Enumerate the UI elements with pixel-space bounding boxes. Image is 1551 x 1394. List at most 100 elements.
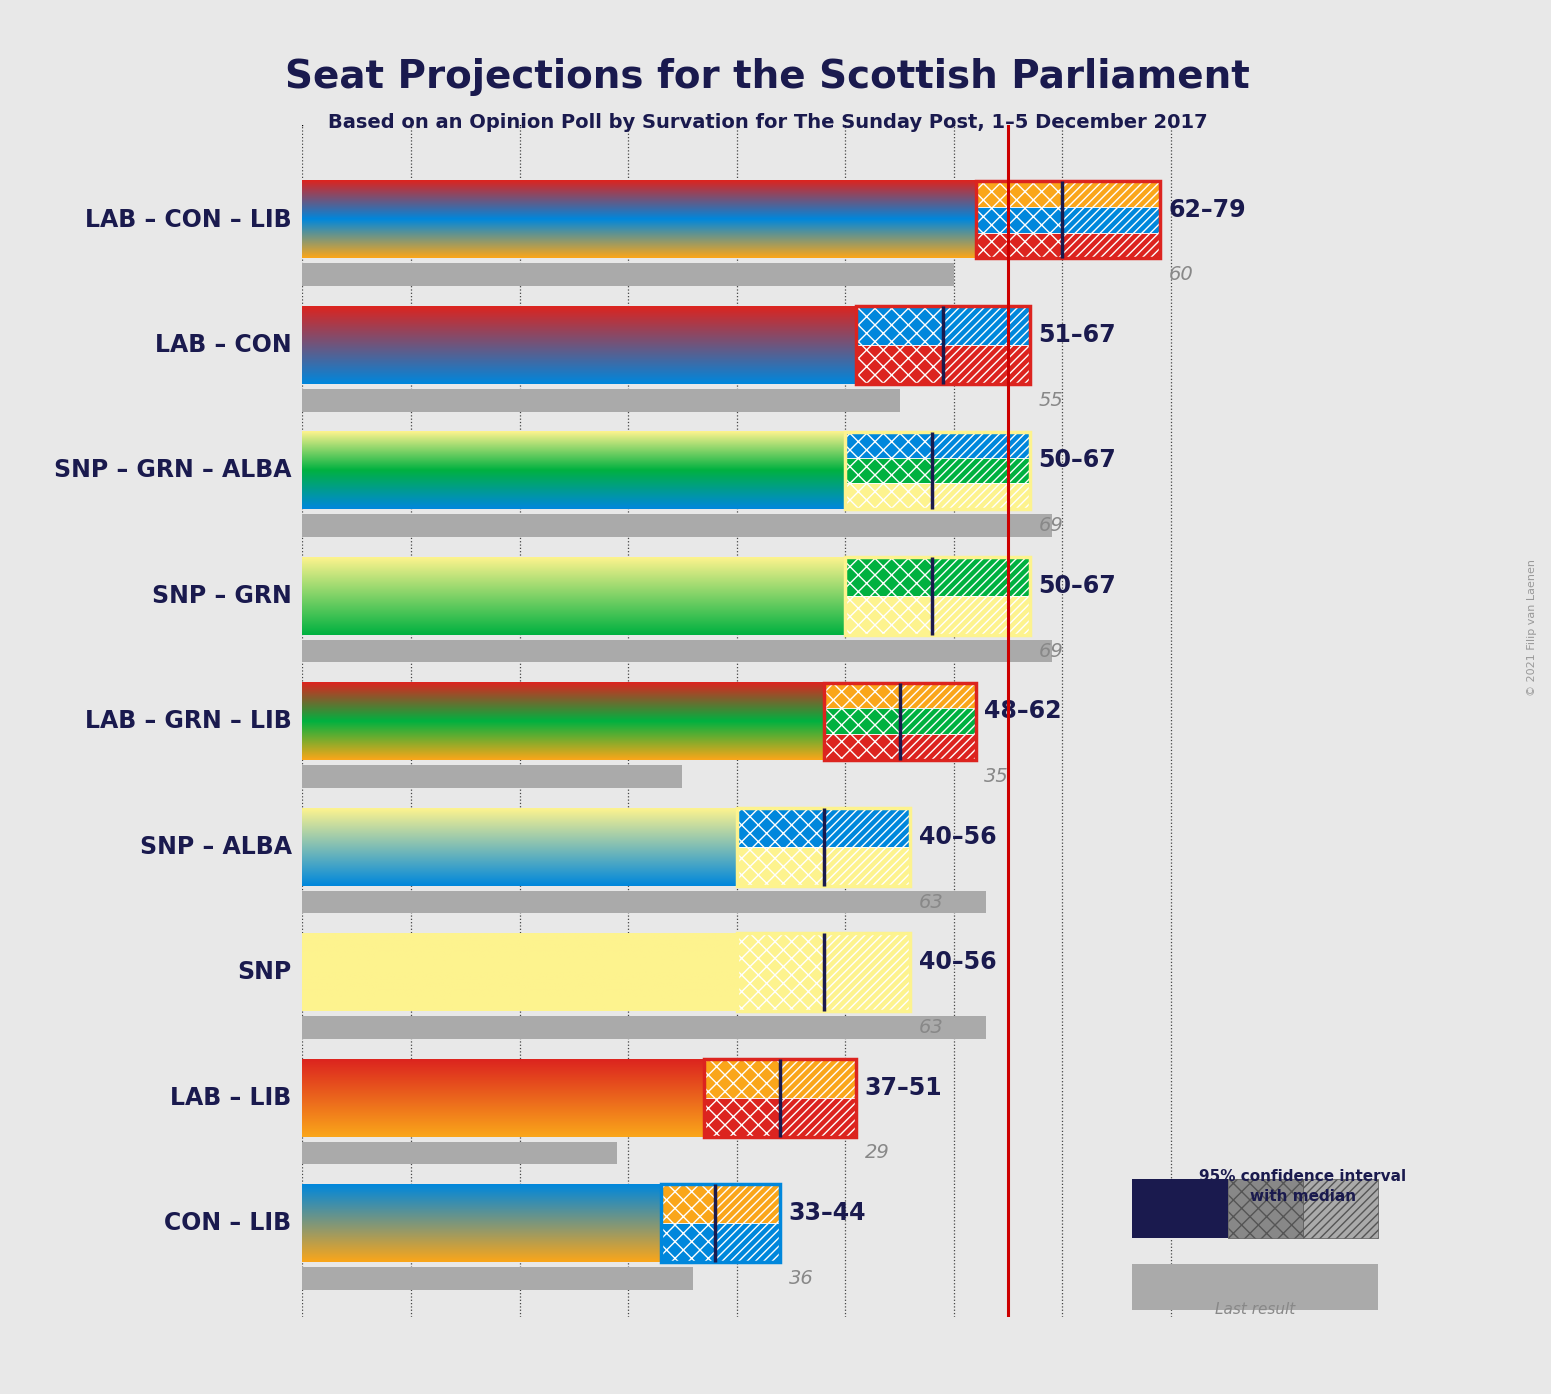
Bar — [780, 1059, 856, 1098]
Bar — [932, 457, 1030, 484]
Text: 29: 29 — [865, 1143, 890, 1163]
Bar — [1062, 181, 1160, 206]
Text: 50–67: 50–67 — [1039, 574, 1117, 598]
Bar — [715, 1224, 780, 1262]
Text: LAB – LIB: LAB – LIB — [171, 1086, 292, 1110]
Text: SNP: SNP — [237, 960, 292, 984]
Bar — [856, 307, 1030, 383]
Text: 55: 55 — [1039, 390, 1064, 410]
Bar — [1132, 1263, 1377, 1310]
Bar — [737, 934, 910, 1011]
Bar — [302, 640, 1052, 662]
Bar — [900, 683, 976, 708]
Bar — [661, 1224, 715, 1262]
Bar — [900, 708, 976, 735]
Bar — [932, 484, 1030, 509]
Bar — [661, 1224, 715, 1262]
Bar — [824, 809, 910, 846]
Bar — [704, 1059, 780, 1098]
Bar — [845, 432, 932, 457]
Bar — [824, 934, 910, 1011]
Text: 62–79: 62–79 — [1169, 198, 1247, 222]
Text: 63: 63 — [920, 892, 945, 912]
Bar — [932, 597, 1030, 634]
Bar — [704, 1098, 780, 1136]
Bar — [845, 558, 1030, 634]
Bar — [302, 389, 900, 411]
Bar — [845, 597, 932, 634]
Bar — [900, 735, 976, 760]
Bar — [845, 484, 932, 509]
Bar — [1062, 181, 1160, 206]
Text: 48–62: 48–62 — [985, 700, 1062, 723]
Bar — [715, 1185, 780, 1224]
Bar — [661, 1185, 780, 1262]
Text: 33–44: 33–44 — [789, 1202, 867, 1225]
Bar — [780, 1098, 856, 1136]
Text: LAB – CON: LAB – CON — [155, 333, 292, 357]
Bar — [715, 1185, 780, 1224]
Bar — [900, 708, 976, 735]
Text: LAB – GRN – LIB: LAB – GRN – LIB — [85, 710, 292, 733]
Bar — [943, 307, 1030, 346]
Bar — [737, 809, 824, 846]
Text: 69: 69 — [1039, 641, 1064, 661]
Bar — [856, 307, 943, 346]
Bar — [737, 809, 824, 846]
Bar — [780, 1059, 856, 1098]
Bar — [780, 1098, 856, 1136]
Text: 37–51: 37–51 — [865, 1076, 943, 1100]
Bar — [1062, 206, 1160, 233]
Bar — [900, 735, 976, 760]
Bar — [737, 809, 910, 885]
Bar — [856, 307, 943, 346]
Bar — [845, 558, 932, 597]
Bar — [824, 848, 910, 885]
Bar — [302, 1016, 986, 1039]
Bar — [824, 708, 900, 735]
Bar — [1132, 1179, 1228, 1238]
Bar — [976, 181, 1160, 258]
Text: 40–56: 40–56 — [920, 951, 997, 974]
Bar — [824, 848, 910, 885]
Bar — [661, 1185, 715, 1224]
Bar — [932, 558, 1030, 597]
Bar — [932, 558, 1030, 597]
Bar — [715, 1224, 780, 1262]
Text: Seat Projections for the Scottish Parliament: Seat Projections for the Scottish Parlia… — [285, 57, 1250, 96]
Text: 95% confidence interval: 95% confidence interval — [1199, 1168, 1407, 1184]
Bar — [824, 708, 900, 735]
Bar — [845, 597, 932, 634]
Bar — [976, 233, 1062, 258]
Text: © 2021 Filip van Laenen: © 2021 Filip van Laenen — [1528, 559, 1537, 696]
Text: 50–67: 50–67 — [1039, 449, 1117, 473]
Bar — [932, 432, 1030, 457]
Bar — [302, 1142, 617, 1164]
Bar — [1228, 1179, 1303, 1238]
Bar — [704, 1098, 780, 1136]
Bar — [856, 346, 943, 383]
Text: 35: 35 — [985, 767, 1010, 786]
Bar — [302, 514, 1052, 537]
Bar — [845, 457, 932, 484]
Bar — [1062, 206, 1160, 233]
Bar — [824, 683, 900, 708]
Bar — [976, 233, 1062, 258]
Bar — [302, 1267, 693, 1289]
Text: 63: 63 — [920, 1018, 945, 1037]
Bar — [1303, 1179, 1377, 1238]
Bar — [824, 735, 900, 760]
Text: 69: 69 — [1039, 516, 1064, 535]
Text: 60: 60 — [1169, 265, 1194, 284]
Bar — [737, 934, 824, 1011]
Bar — [845, 432, 932, 457]
Text: SNP – GRN – ALBA: SNP – GRN – ALBA — [54, 459, 292, 482]
Bar — [824, 683, 976, 760]
Bar — [976, 206, 1062, 233]
Bar — [856, 346, 943, 383]
Bar — [661, 1185, 715, 1224]
Bar — [976, 181, 1062, 206]
Text: 36: 36 — [789, 1269, 814, 1288]
Bar — [845, 558, 932, 597]
Bar — [845, 432, 1030, 509]
